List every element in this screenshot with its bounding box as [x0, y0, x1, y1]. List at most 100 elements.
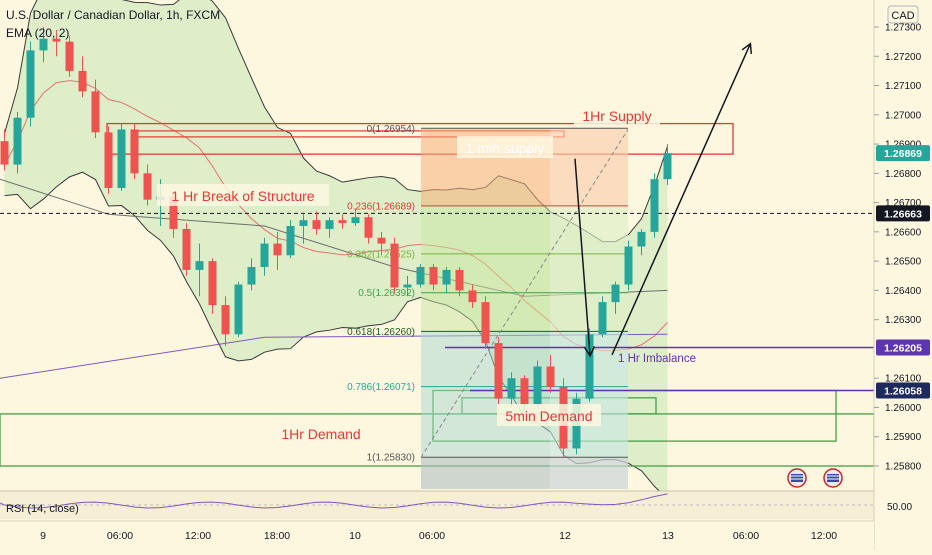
price-tag[interactable]: 1.26205	[876, 339, 930, 356]
candle[interactable]	[494, 337, 503, 405]
candle[interactable]	[442, 266, 451, 294]
candle-body	[338, 220, 347, 224]
candle[interactable]	[52, 29, 61, 57]
price-tick-label: 1.26600	[885, 227, 922, 238]
price-tag[interactable]: 1.26869	[876, 145, 930, 162]
price-tick-label: 1.26900	[885, 140, 922, 151]
candle[interactable]	[143, 164, 152, 206]
candle-body	[546, 366, 555, 387]
up-arrow	[611, 42, 753, 356]
candle[interactable]	[364, 214, 373, 244]
time-axis-background	[0, 521, 874, 550]
candle[interactable]	[650, 173, 659, 238]
hr-supply-label-bg	[574, 104, 660, 126]
candle[interactable]	[208, 258, 217, 314]
candle-body	[39, 38, 48, 51]
candle[interactable]	[390, 237, 399, 294]
candle-body	[390, 243, 399, 288]
candle-body	[221, 305, 230, 335]
candle[interactable]	[26, 41, 35, 127]
candle-body	[247, 266, 256, 285]
candle[interactable]	[546, 354, 555, 393]
candle[interactable]	[260, 237, 269, 276]
time-tick-label: 06:00	[107, 530, 133, 542]
candle[interactable]	[416, 264, 425, 288]
candle[interactable]	[286, 220, 295, 259]
candle[interactable]	[468, 284, 477, 308]
candle[interactable]	[104, 126, 113, 194]
candle[interactable]	[117, 123, 126, 191]
currency-badge[interactable]	[887, 5, 919, 24]
time-axis[interactable]: 9 06:00 12:00 18:00 10 06:00 12 13 06:00 12:00	[0, 520, 874, 550]
candle[interactable]	[65, 35, 74, 77]
candle[interactable]	[273, 231, 282, 270]
candle-body	[377, 237, 386, 244]
hr-demand-label: 1Hr Demand	[281, 426, 360, 442]
candle[interactable]	[377, 231, 386, 256]
candle-body	[507, 378, 516, 399]
candle[interactable]	[351, 208, 360, 227]
flag-icon[interactable]	[823, 468, 843, 488]
candle[interactable]	[663, 144, 672, 186]
price-tick-label: 1.25900	[885, 432, 922, 443]
indicator-label: EMA (20, 2)	[6, 26, 69, 40]
fib-zone	[421, 205, 628, 332]
candle[interactable]	[624, 240, 633, 291]
price-tag-label: 1.26869	[884, 148, 922, 160]
candle[interactable]	[637, 228, 646, 256]
down-arrow	[574, 158, 596, 358]
candle[interactable]	[0, 129, 9, 171]
price-axis[interactable]: 1.273001.272001.271001.270001.269001.268…	[873, 0, 932, 550]
candle-body	[585, 334, 594, 399]
fib-level-label: 0(1.26954)	[367, 124, 415, 135]
flag-icon[interactable]	[787, 468, 807, 488]
candle[interactable]	[91, 79, 100, 139]
candle[interactable]	[403, 275, 412, 297]
candle[interactable]	[130, 123, 139, 180]
fib-level-label: 0.618(1.26260)	[347, 327, 415, 338]
candle-body	[52, 38, 61, 42]
price-tag[interactable]: 1.26058	[876, 382, 930, 399]
price-tick-label: 1.26400	[885, 286, 922, 297]
candle[interactable]	[312, 211, 321, 235]
candle[interactable]	[13, 111, 22, 174]
candle[interactable]	[247, 258, 256, 291]
min5-demand-label: 5min Demand	[505, 408, 592, 424]
candle[interactable]	[325, 217, 334, 238]
candle[interactable]	[299, 214, 308, 244]
price-tag[interactable]: 1.26663	[876, 205, 930, 222]
candles-layer[interactable]	[0, 27, 672, 458]
candle[interactable]	[221, 296, 230, 347]
candle[interactable]	[598, 296, 607, 338]
candle-body	[182, 228, 191, 270]
candle-body	[117, 129, 126, 188]
candle[interactable]	[234, 281, 243, 338]
candle[interactable]	[455, 266, 464, 297]
fib-zone	[421, 457, 628, 489]
candle[interactable]	[39, 27, 48, 63]
candle[interactable]	[507, 372, 516, 408]
candle[interactable]	[182, 223, 191, 276]
candle[interactable]	[429, 264, 438, 291]
fib-level-label: 1(1.25830)	[367, 453, 415, 464]
candle[interactable]	[195, 243, 204, 297]
candle-body	[494, 343, 503, 399]
candle[interactable]	[78, 56, 87, 98]
time-tick-label: 13	[662, 530, 674, 542]
price-tag-bg	[876, 382, 930, 399]
price-tick-label: 1.25800	[885, 462, 922, 473]
min-supply-label-bg	[457, 136, 553, 158]
candle[interactable]	[533, 360, 542, 408]
price-tick-label: 1.27200	[885, 52, 922, 63]
candle[interactable]	[338, 214, 347, 229]
candle[interactable]	[611, 281, 620, 314]
price-tick-label: 1.26800	[885, 169, 922, 180]
candle-body	[416, 266, 425, 285]
annotation-labels-layer: 1Hr Supply 1 min supply 1 Hr Break of Stru…	[157, 104, 696, 444]
candle-body	[650, 179, 659, 232]
candle-body	[442, 269, 451, 285]
candle[interactable]	[481, 296, 490, 349]
candle-body	[403, 284, 412, 288]
candle-body	[364, 217, 373, 238]
